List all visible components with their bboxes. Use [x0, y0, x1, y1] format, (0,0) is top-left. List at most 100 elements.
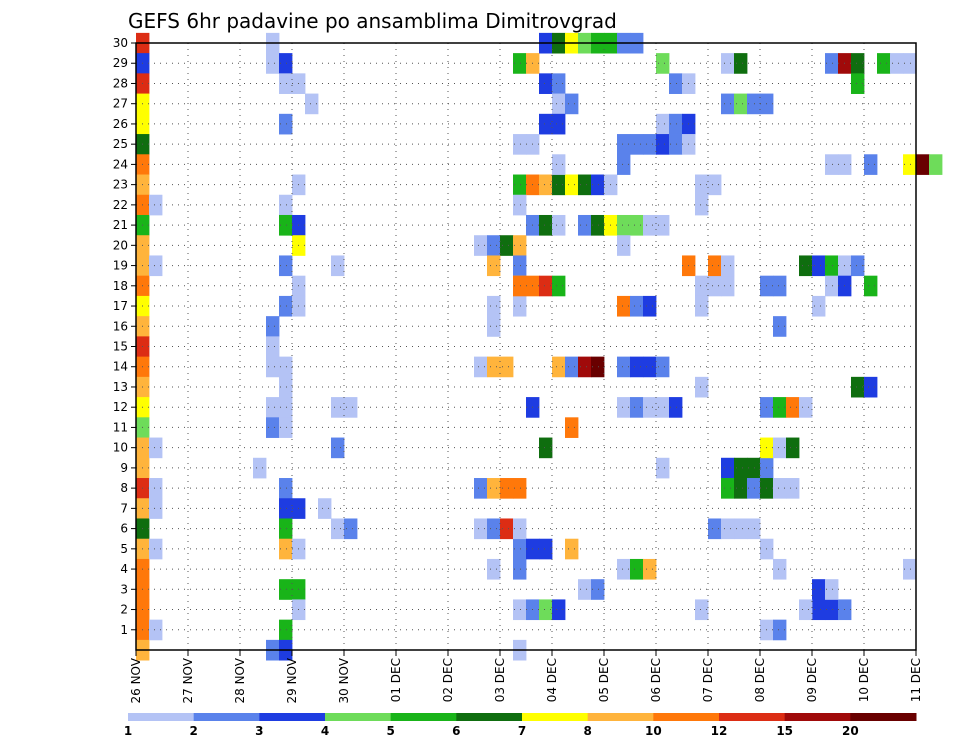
chart-title: GEFS 6hr padavine po ansamblima Dimitrov…: [128, 9, 617, 33]
heatmap-cell: [747, 478, 761, 499]
y-tick-label: 20: [113, 238, 128, 252]
heatmap-cell: [500, 518, 514, 540]
legend-label: 2: [189, 724, 197, 738]
y-tick-label: 24: [113, 157, 128, 171]
y-tick-label: 28: [113, 76, 128, 90]
heatmap-cell: [487, 235, 501, 256]
x-tick-label: 05 DEC: [597, 658, 611, 702]
heatmap-cell: [513, 174, 527, 196]
heatmap-cell: [253, 457, 267, 479]
heatmap-cell: [565, 93, 579, 115]
heatmap-cell: [617, 214, 631, 236]
y-tick-label: 18: [113, 279, 128, 293]
heatmap-cell: [500, 235, 514, 256]
heatmap-cell: [721, 53, 735, 74]
heatmap-cell: [474, 356, 488, 378]
heatmap-cell: [773, 437, 787, 459]
heatmap-cell: [656, 214, 670, 236]
heatmap-cell: [279, 73, 293, 94]
heatmap-cell: [331, 255, 345, 277]
heatmap-cell: [578, 174, 592, 196]
y-tick-label: 15: [113, 340, 128, 354]
heatmap-cell: [552, 214, 566, 236]
heatmap-cell: [708, 518, 722, 540]
heatmap-cell: [513, 134, 527, 155]
heatmap-cell: [929, 154, 943, 175]
legend-swatch: [719, 713, 786, 721]
legend-label: 12: [711, 724, 728, 738]
heatmap-cell: [773, 619, 787, 641]
y-tick-label: 27: [113, 97, 128, 111]
heatmap-cell: [825, 53, 839, 74]
heatmap-cell: [487, 295, 501, 317]
heatmap-cell: [617, 235, 631, 256]
heatmap-cell: [266, 336, 280, 358]
heatmap-cell: [903, 558, 917, 580]
heatmap-cell: [864, 154, 878, 175]
heatmap-cell: [266, 53, 280, 74]
heatmap-cell: [773, 275, 787, 297]
heatmap-cell: [487, 518, 501, 540]
legend-label: 15: [776, 724, 793, 738]
heatmap-cell: [591, 579, 605, 600]
legend-swatch: [850, 713, 917, 721]
legend-swatch: [128, 713, 195, 721]
heatmap-cell: [552, 73, 566, 94]
heatmap-cell: [656, 397, 670, 418]
heatmap-cell: [734, 53, 748, 74]
heatmap-cell: [279, 376, 293, 398]
legend-label: 5: [386, 724, 394, 738]
heatmap-cell: [773, 478, 787, 499]
x-tick-label: 08 DEC: [753, 658, 767, 702]
heatmap-cell: [799, 599, 813, 621]
x-tick-label: 03 DEC: [493, 658, 507, 702]
heatmap-cell: [565, 356, 579, 378]
heatmap-cell: [279, 538, 293, 560]
heatmap-cell: [773, 558, 787, 580]
heatmap-cell: [513, 275, 527, 297]
heatmap-cell: [864, 275, 878, 297]
heatmap-cell: [279, 498, 293, 519]
heatmap-cell: [539, 113, 553, 135]
heatmap-cell: [617, 295, 631, 317]
heatmap-cell: [721, 93, 735, 115]
heatmap-cell: [539, 275, 553, 297]
heatmap-cell: [617, 558, 631, 580]
heatmap-cell: [656, 356, 670, 378]
heatmap-cell: [591, 356, 605, 378]
heatmap-cell: [734, 478, 748, 499]
heatmap-cell: [851, 376, 865, 398]
heatmap-cell: [773, 316, 787, 337]
legend-label: 3: [255, 724, 263, 738]
heatmap-cell: [500, 478, 514, 499]
heatmap-cell: [630, 397, 644, 418]
heatmap-cell: [617, 154, 631, 175]
heatmap-cell: [279, 214, 293, 236]
heatmap-cell: [877, 53, 891, 74]
heatmap-cell: [552, 93, 566, 115]
y-tick-label: 23: [113, 178, 128, 192]
y-tick-label: 1: [120, 623, 128, 637]
heatmap-cell: [513, 235, 527, 256]
heatmap-cell: [344, 518, 358, 540]
heatmap-cell: [695, 194, 709, 216]
y-tick-label: 29: [113, 56, 128, 70]
heatmap-cell: [279, 255, 293, 277]
heatmap-cell: [630, 214, 644, 236]
heatmap-cell: [266, 397, 280, 418]
x-tick-label: 27 NOV: [181, 657, 195, 703]
heatmap-cell: [149, 498, 163, 519]
heatmap-cell: [669, 134, 683, 155]
heatmap-cell: [669, 113, 683, 135]
heatmap-cell: [656, 457, 670, 479]
heatmap-cell: [851, 73, 865, 94]
heatmap-cell: [565, 174, 579, 196]
heatmap-cell: [643, 295, 657, 317]
heatmap-cell: [591, 214, 605, 236]
heatmap-cell: [890, 53, 904, 74]
heatmap-cell: [825, 579, 839, 600]
y-tick-label: 30: [113, 36, 128, 50]
heatmap-cell: [708, 255, 722, 277]
heatmap-cell: [279, 356, 293, 378]
